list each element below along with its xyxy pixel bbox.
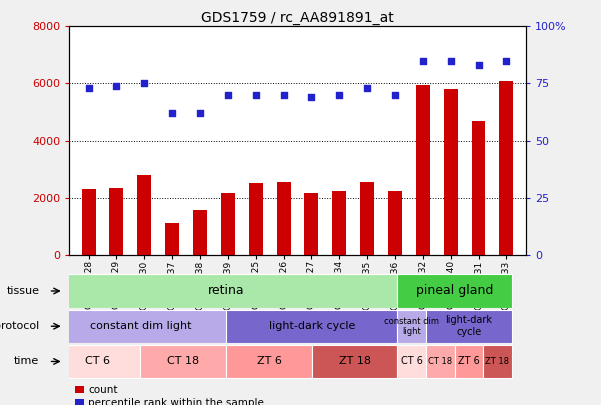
Text: constant dim light: constant dim light (90, 321, 191, 331)
Bar (416, 85, 430, 255)
Bar (332, 190, 346, 255)
Bar (276, 182, 290, 255)
Point (474, 62, 483, 68)
Point (223, 92, 233, 98)
Bar (249, 183, 263, 255)
Point (279, 92, 288, 98)
Text: ZT 18: ZT 18 (486, 357, 509, 366)
Point (112, 83, 121, 89)
Text: retina: retina (208, 284, 245, 298)
Bar (312, 345, 397, 378)
Bar (499, 81, 513, 255)
Bar (426, 310, 511, 343)
Text: CT 6: CT 6 (401, 356, 423, 367)
Point (502, 58, 511, 64)
Bar (55, 345, 141, 378)
Text: light-dark cycle: light-dark cycle (269, 321, 355, 331)
Text: tissue: tissue (7, 286, 40, 296)
Text: constant dim
light: constant dim light (384, 317, 439, 336)
Text: ZT 6: ZT 6 (458, 356, 480, 367)
Bar (193, 211, 207, 255)
Bar (226, 310, 397, 343)
Text: protocol: protocol (0, 321, 40, 331)
Text: count: count (88, 385, 118, 394)
Bar (388, 190, 402, 255)
Point (362, 85, 372, 91)
Text: percentile rank within the sample: percentile rank within the sample (88, 398, 264, 405)
Text: CT 18: CT 18 (428, 357, 453, 366)
Bar (483, 345, 511, 378)
Bar (165, 223, 179, 255)
Bar (454, 345, 483, 378)
Point (335, 92, 344, 98)
Point (139, 80, 149, 87)
Bar (472, 121, 486, 255)
Text: CT 18: CT 18 (167, 356, 200, 367)
Bar (360, 182, 374, 255)
Bar (138, 175, 151, 255)
Text: CT 6: CT 6 (85, 356, 110, 367)
Bar (397, 345, 426, 378)
Bar (109, 188, 123, 255)
Bar (226, 345, 312, 378)
Bar (397, 310, 426, 343)
Text: light-dark
cycle: light-dark cycle (445, 315, 492, 337)
Bar (305, 193, 319, 255)
Text: ZT 6: ZT 6 (257, 356, 281, 367)
Text: time: time (14, 356, 40, 367)
Point (446, 58, 456, 64)
Bar (82, 189, 96, 255)
Point (418, 58, 428, 64)
Bar (55, 310, 226, 343)
Point (307, 94, 316, 100)
Bar (141, 345, 226, 378)
Point (84, 85, 93, 91)
Bar (55, 275, 397, 307)
Point (390, 92, 400, 98)
Point (167, 110, 177, 116)
Point (195, 110, 205, 116)
Text: pineal gland: pineal gland (416, 284, 493, 298)
Bar (397, 275, 511, 307)
Text: ZT 18: ZT 18 (338, 356, 371, 367)
Bar (426, 345, 454, 378)
Bar (444, 89, 457, 255)
Point (251, 92, 260, 98)
Bar (221, 193, 235, 255)
Title: GDS1759 / rc_AA891891_at: GDS1759 / rc_AA891891_at (201, 11, 394, 25)
